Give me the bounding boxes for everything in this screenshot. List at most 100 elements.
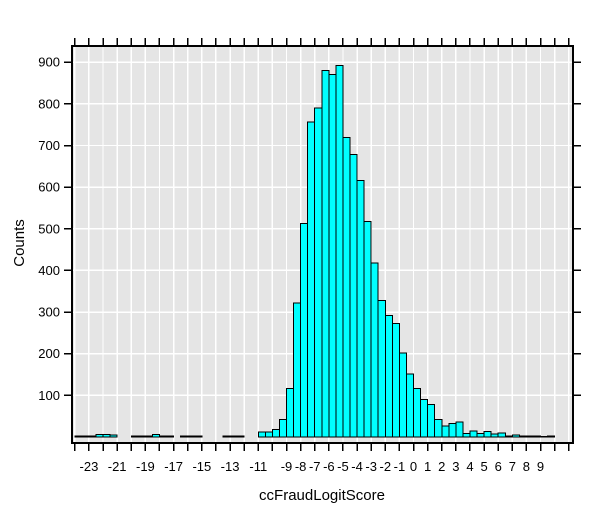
histogram-bar [455,421,464,438]
x-tick-label: 4 [466,459,473,474]
histogram-bar [321,70,330,438]
x-tick-label: -21 [108,459,127,474]
histogram-bar [257,431,266,438]
histogram-bar [370,262,379,438]
histogram-bar [391,323,400,438]
histogram-bar [166,435,175,438]
x-tick-label: 5 [480,459,487,474]
histogram-bar [356,179,365,438]
histogram-bar [81,435,90,438]
y-tick-label: 200 [38,346,60,361]
histogram-bar [314,107,323,438]
axis-ticks-layer [64,38,581,451]
histogram-bar [144,435,153,438]
histogram-bar [547,435,556,438]
histogram-bar [278,419,288,438]
histogram-bar [384,314,393,438]
histogram-bar [518,435,527,438]
x-tick-label: -8 [295,459,307,474]
plot-frame-layer [71,45,574,444]
histogram-bar [462,433,471,438]
histogram-bar [95,434,104,438]
x-tick-label: -6 [323,459,335,474]
y-axis-title: Counts [11,219,28,267]
histogram-bar [469,430,478,438]
histogram-bar [187,435,196,438]
x-tick-label: -5 [337,459,349,474]
x-tick-label: 9 [537,459,544,474]
histogram-bar [194,435,203,438]
histogram-bar [229,435,238,438]
histogram-bar [413,387,422,438]
x-tick-label: -13 [221,459,240,474]
histogram-bar [363,221,372,438]
histogram-bar [525,435,534,438]
histogram-bar [109,434,118,438]
y-tick-label: 500 [38,221,60,236]
histogram-bar [448,423,457,438]
x-tick-label: -15 [192,459,211,474]
x-tick-label: -7 [309,459,321,474]
x-tick-label: -9 [281,459,293,474]
x-tick-label: -17 [164,459,183,474]
plot-border [71,45,574,444]
y-tick-label: 600 [38,180,60,195]
histogram-bar [102,434,111,438]
histogram-bar [427,404,436,438]
histogram-bars-layer [74,65,556,438]
y-tick-label: 300 [38,305,60,320]
x-tick-label: -19 [136,459,155,474]
x-tick-label: -1 [394,459,406,474]
histogram-bar [349,153,358,438]
x-tick-label: -2 [380,459,392,474]
histogram-bar [180,435,189,438]
histogram-bar [441,425,450,438]
x-tick-label: -4 [351,459,363,474]
histogram-bar [307,121,316,438]
histogram-bar [222,435,231,438]
histogram-bar [497,432,506,438]
histogram-bar [532,435,542,438]
x-tick-label: -3 [365,459,377,474]
x-tick-label: 1 [424,459,431,474]
histogram-bar [151,434,160,438]
x-tick-label: 2 [438,459,445,474]
histogram-bar [483,431,492,438]
histogram-bar [328,73,337,438]
y-tick-label: 700 [38,138,60,153]
x-tick-label: -11 [249,459,267,474]
histogram-bar [271,429,280,438]
histogram-bar [158,435,168,438]
histogram-bar [300,222,309,438]
histogram-bar [504,435,513,438]
histogram-bar [236,435,245,438]
y-tick-label: 400 [38,263,60,278]
x-tick-label: -23 [80,459,99,474]
histogram-bar [130,435,139,438]
histogram-bar [137,435,146,438]
histogram-bar [335,65,344,438]
histogram-bar [511,434,520,438]
histogram-bar [434,419,443,438]
histogram-bar [476,433,485,438]
histogram-bar [490,433,499,438]
y-tick-label: 800 [38,96,60,111]
x-tick-label: 7 [509,459,516,474]
tick-labels-layer: -23 -21 -19 -17 -15 -13 -11 -9 -8 -7 -6 -5 -4 -3 -2 -1 0… [38,55,544,474]
x-tick-label: 8 [523,459,530,474]
histogram-bar [293,302,302,438]
x-tick-label: 6 [495,459,502,474]
histogram-bar [377,299,386,438]
x-tick-label: 0 [410,459,417,474]
y-tick-label: 900 [38,55,60,70]
y-tick-label: 100 [38,388,60,403]
histogram-bar [264,431,273,438]
histogram-bar [398,352,407,438]
histogram-bar [342,137,351,438]
histogram-bar [420,399,429,438]
histogram-bar [286,388,295,438]
histogram-bar [405,373,415,438]
x-tick-label: 3 [452,459,459,474]
